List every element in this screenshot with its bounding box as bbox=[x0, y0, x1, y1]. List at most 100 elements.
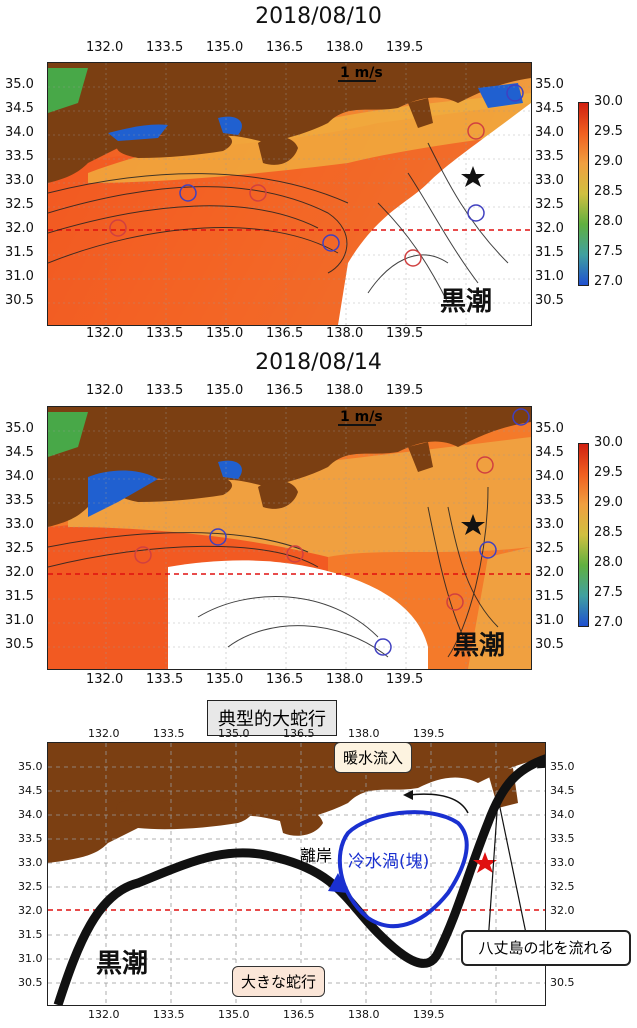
tick-label: 32.0 bbox=[5, 565, 34, 580]
panel3-offshore-label: 離岸 bbox=[300, 846, 333, 865]
tick-label: 132.0 bbox=[86, 672, 124, 687]
tick-label: 132.0 bbox=[86, 40, 124, 55]
panel3-title: 典型的大蛇行 bbox=[207, 700, 337, 736]
tick-label: 30.5 bbox=[5, 293, 34, 308]
tick-label: 136.5 bbox=[266, 40, 304, 55]
panel1-kuroshio-label: 黒潮 bbox=[440, 287, 493, 317]
tick-label: 35.0 bbox=[535, 421, 564, 436]
tick-label: 34.0 bbox=[5, 125, 34, 140]
tick-label: 32.0 bbox=[18, 904, 43, 917]
tick-label: 27.5 bbox=[594, 244, 623, 259]
tick-label: 34.0 bbox=[535, 125, 564, 140]
tick-label: 32.0 bbox=[5, 221, 34, 236]
tick-label: 30.0 bbox=[594, 94, 623, 109]
tick-label: 33.5 bbox=[18, 832, 43, 845]
tick-label: 33.5 bbox=[550, 832, 575, 845]
tick-label: 34.5 bbox=[535, 445, 564, 460]
tick-label: 139.5 bbox=[386, 672, 424, 687]
tick-label: 34.5 bbox=[550, 784, 575, 797]
tick-label: 135.0 bbox=[218, 727, 250, 740]
tick-label: 35.0 bbox=[18, 760, 43, 773]
tick-label: 32.5 bbox=[535, 541, 564, 556]
tick-label: 29.0 bbox=[594, 154, 623, 169]
tick-label: 33.0 bbox=[535, 517, 564, 532]
tick-label: 136.5 bbox=[266, 326, 304, 341]
panel1-colorbar bbox=[578, 102, 589, 286]
tick-label: 35.0 bbox=[550, 760, 575, 773]
tick-label: 138.0 bbox=[326, 672, 364, 687]
tick-label: 133.5 bbox=[146, 326, 184, 341]
tick-label: 33.5 bbox=[535, 149, 564, 164]
tick-label: 138.0 bbox=[348, 727, 380, 740]
tick-label: 32.5 bbox=[550, 880, 575, 893]
tick-label: 34.0 bbox=[550, 808, 575, 821]
panel3-warm-inflow-callout: 暖水流入 bbox=[334, 742, 413, 773]
tick-label: 34.0 bbox=[18, 808, 43, 821]
tick-label: 138.0 bbox=[348, 1008, 380, 1021]
tick-label: 31.0 bbox=[535, 613, 564, 628]
tick-label: 136.5 bbox=[283, 727, 315, 740]
tick-label: 139.5 bbox=[386, 40, 424, 55]
tick-label: 31.5 bbox=[535, 245, 564, 260]
tick-label: 30.5 bbox=[535, 637, 564, 652]
tick-label: 34.5 bbox=[535, 101, 564, 116]
tick-label: 32.0 bbox=[550, 904, 575, 917]
tick-label: 133.5 bbox=[146, 383, 184, 398]
tick-label: 32.5 bbox=[535, 197, 564, 212]
tick-label: 29.0 bbox=[594, 495, 623, 510]
tick-label: 33.0 bbox=[535, 173, 564, 188]
tick-label: 31.0 bbox=[5, 613, 34, 628]
tick-label: 136.5 bbox=[283, 1008, 315, 1021]
tick-label: 133.5 bbox=[146, 672, 184, 687]
tick-label: 139.5 bbox=[413, 1008, 445, 1021]
tick-label: 34.0 bbox=[535, 469, 564, 484]
panel1-map: 1 m/s 黒潮 bbox=[47, 62, 532, 326]
tick-label: 33.0 bbox=[5, 517, 34, 532]
tick-label: 35.0 bbox=[5, 421, 34, 436]
tick-label: 28.5 bbox=[594, 184, 623, 199]
tick-label: 28.0 bbox=[594, 555, 623, 570]
tick-label: 132.0 bbox=[88, 727, 120, 740]
tick-label: 30.5 bbox=[535, 293, 564, 308]
tick-label: 27.5 bbox=[594, 585, 623, 600]
tick-label: 32.5 bbox=[5, 541, 34, 556]
panel2-colorbar bbox=[578, 443, 589, 627]
tick-label: 138.0 bbox=[326, 326, 364, 341]
panel3-cold-eddy-label: 冷水渦(塊) bbox=[348, 852, 430, 872]
tick-label: 132.0 bbox=[86, 383, 124, 398]
tick-label: 138.0 bbox=[326, 40, 364, 55]
panel1-scale-label: 1 m/s bbox=[340, 65, 383, 81]
tick-label: 33.5 bbox=[5, 149, 34, 164]
tick-label: 133.5 bbox=[153, 1008, 185, 1021]
tick-label: 31.0 bbox=[5, 269, 34, 284]
tick-label: 35.0 bbox=[5, 77, 34, 92]
tick-label: 30.5 bbox=[18, 976, 43, 989]
tick-label: 135.0 bbox=[206, 326, 244, 341]
tick-label: 31.5 bbox=[535, 589, 564, 604]
tick-label: 31.5 bbox=[5, 245, 34, 260]
tick-label: 32.5 bbox=[5, 197, 34, 212]
tick-label: 29.5 bbox=[594, 124, 623, 139]
tick-label: 135.0 bbox=[206, 672, 244, 687]
tick-label: 133.5 bbox=[153, 727, 185, 740]
tick-label: 33.0 bbox=[5, 173, 34, 188]
tick-label: 34.5 bbox=[5, 445, 34, 460]
tick-label: 31.0 bbox=[18, 952, 43, 965]
tick-label: 29.5 bbox=[594, 465, 623, 480]
tick-label: 135.0 bbox=[206, 40, 244, 55]
panel3-kuroshio-label: 黒潮 bbox=[96, 949, 149, 979]
tick-label: 136.5 bbox=[266, 672, 304, 687]
tick-label: 139.5 bbox=[386, 383, 424, 398]
panel2-map: 1 m/s 黒潮 bbox=[47, 406, 532, 670]
tick-label: 34.5 bbox=[5, 101, 34, 116]
tick-label: 33.5 bbox=[535, 493, 564, 508]
tick-label: 28.5 bbox=[594, 525, 623, 540]
tick-label: 33.5 bbox=[5, 493, 34, 508]
panel3-meander-callout: 大きな蛇行 bbox=[232, 966, 326, 997]
panel2-scale-label: 1 m/s bbox=[340, 409, 383, 425]
panel2-kuroshio-label: 黒潮 bbox=[453, 631, 506, 661]
tick-label: 34.0 bbox=[5, 469, 34, 484]
tick-label: 27.0 bbox=[594, 274, 623, 289]
tick-label: 33.0 bbox=[550, 856, 575, 869]
tick-label: 132.0 bbox=[88, 1008, 120, 1021]
